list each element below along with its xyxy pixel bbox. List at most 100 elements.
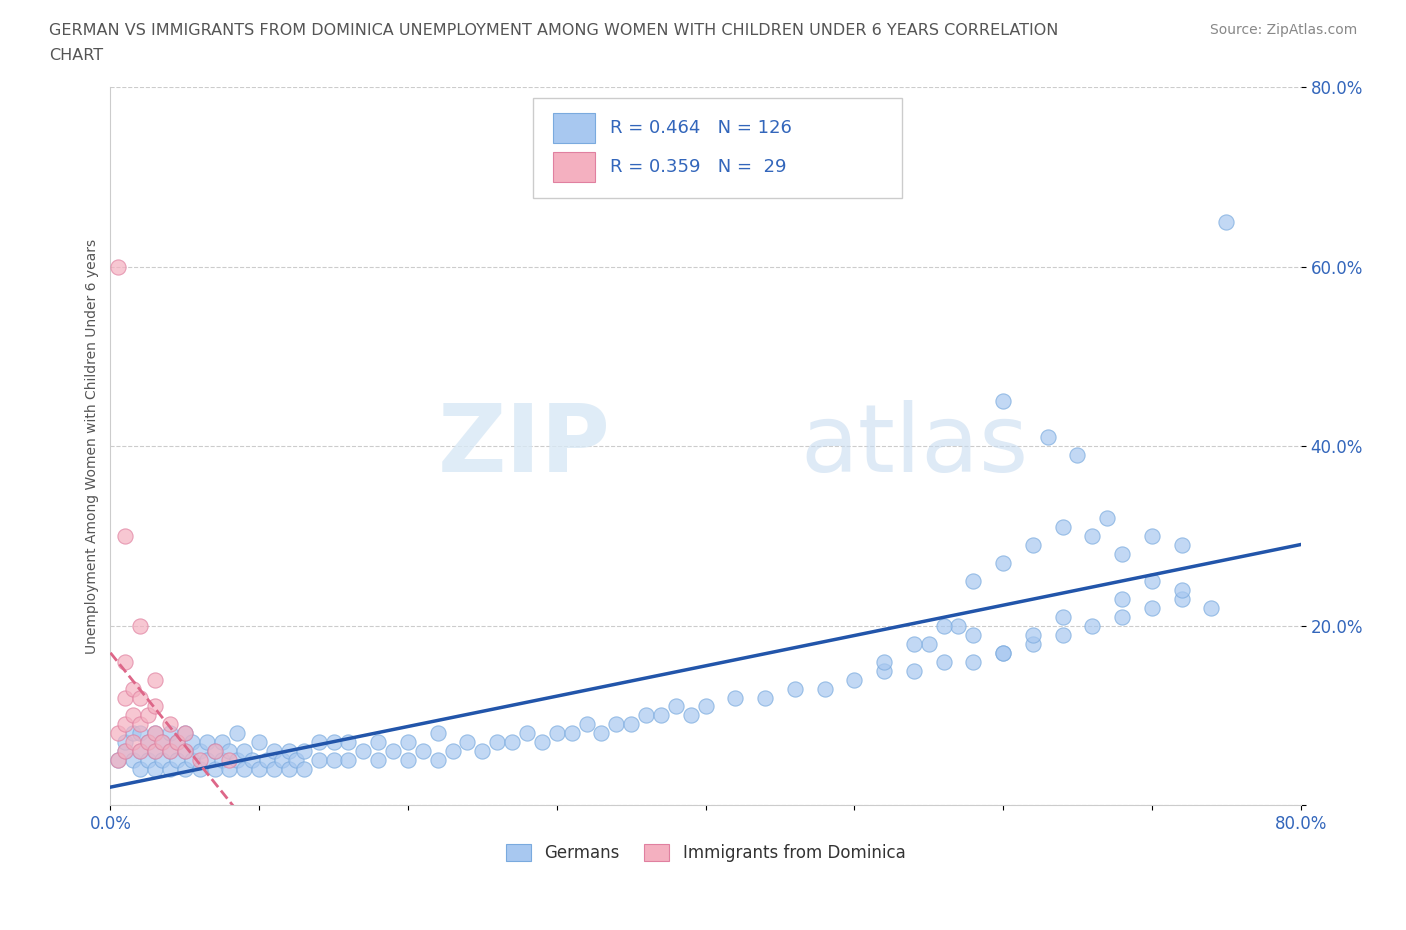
Point — [337, 753, 360, 768]
Point — [695, 699, 717, 714]
Point — [679, 708, 702, 723]
Point — [844, 672, 866, 687]
Point — [121, 753, 143, 768]
Point — [605, 717, 627, 732]
Point — [225, 726, 247, 741]
Point — [114, 735, 136, 750]
Point — [1097, 511, 1119, 525]
Point — [1022, 627, 1045, 642]
Point — [813, 681, 835, 696]
Point — [962, 574, 984, 589]
Point — [530, 735, 553, 750]
Point — [270, 753, 292, 768]
Bar — [553, 113, 595, 143]
Point — [1170, 538, 1192, 552]
Point — [218, 744, 240, 759]
Point — [143, 744, 166, 759]
Point — [1111, 609, 1133, 624]
Point — [152, 735, 174, 750]
Point — [962, 627, 984, 642]
Point — [1170, 591, 1192, 606]
Point — [263, 762, 285, 777]
Point — [382, 744, 405, 759]
Point — [247, 762, 270, 777]
Point — [129, 744, 152, 759]
Point — [948, 618, 970, 633]
Point — [991, 393, 1014, 408]
Point — [136, 708, 159, 723]
Text: R = 0.359   N =  29: R = 0.359 N = 29 — [610, 158, 787, 176]
Point — [114, 528, 136, 543]
Point — [166, 735, 188, 750]
Point — [486, 735, 509, 750]
Point — [129, 744, 152, 759]
Point — [218, 753, 240, 768]
Point — [1140, 600, 1163, 615]
Point — [292, 762, 315, 777]
Point — [159, 762, 181, 777]
Point — [143, 726, 166, 741]
Point — [396, 735, 419, 750]
Point — [783, 681, 806, 696]
Point — [173, 744, 195, 759]
Point — [754, 690, 776, 705]
Point — [225, 753, 247, 768]
Point — [1081, 618, 1104, 633]
Point — [575, 717, 598, 732]
Point — [634, 708, 657, 723]
Point — [129, 717, 152, 732]
Point — [233, 762, 256, 777]
Point — [143, 762, 166, 777]
Point — [561, 726, 583, 741]
Point — [136, 735, 159, 750]
Point — [240, 753, 263, 768]
Point — [188, 762, 211, 777]
Point — [152, 753, 174, 768]
Point — [322, 753, 344, 768]
Point — [1140, 528, 1163, 543]
Point — [143, 726, 166, 741]
Point — [159, 717, 181, 732]
Point — [129, 762, 152, 777]
Point — [471, 744, 494, 759]
Point — [107, 259, 129, 274]
Point — [143, 744, 166, 759]
Point — [195, 753, 218, 768]
Point — [665, 699, 688, 714]
Point — [204, 744, 226, 759]
Point — [352, 744, 374, 759]
Point — [107, 753, 129, 768]
Point — [256, 753, 278, 768]
Point — [233, 744, 256, 759]
Point — [107, 753, 129, 768]
Point — [1066, 447, 1088, 462]
Point — [932, 654, 955, 669]
Text: ZIP: ZIP — [437, 400, 610, 492]
Point — [1140, 574, 1163, 589]
Point — [1081, 528, 1104, 543]
Point — [1111, 547, 1133, 562]
Point — [322, 735, 344, 750]
Point — [426, 726, 449, 741]
Point — [121, 735, 143, 750]
Point — [456, 735, 478, 750]
Point — [114, 744, 136, 759]
Point — [1052, 609, 1074, 624]
Point — [278, 744, 301, 759]
Point — [107, 726, 129, 741]
Point — [218, 762, 240, 777]
Point — [188, 744, 211, 759]
Point — [1022, 538, 1045, 552]
Point — [903, 663, 925, 678]
Text: GERMAN VS IMMIGRANTS FROM DOMINICA UNEMPLOYMENT AMONG WOMEN WITH CHILDREN UNDER : GERMAN VS IMMIGRANTS FROM DOMINICA UNEMP… — [49, 23, 1059, 38]
Point — [129, 690, 152, 705]
Point — [247, 735, 270, 750]
Point — [159, 744, 181, 759]
Point — [211, 735, 233, 750]
Point — [1052, 520, 1074, 535]
Text: Source: ZipAtlas.com: Source: ZipAtlas.com — [1209, 23, 1357, 37]
Y-axis label: Unemployment Among Women with Children Under 6 years: Unemployment Among Women with Children U… — [86, 239, 100, 654]
Point — [181, 735, 204, 750]
Point — [903, 636, 925, 651]
Point — [991, 645, 1014, 660]
